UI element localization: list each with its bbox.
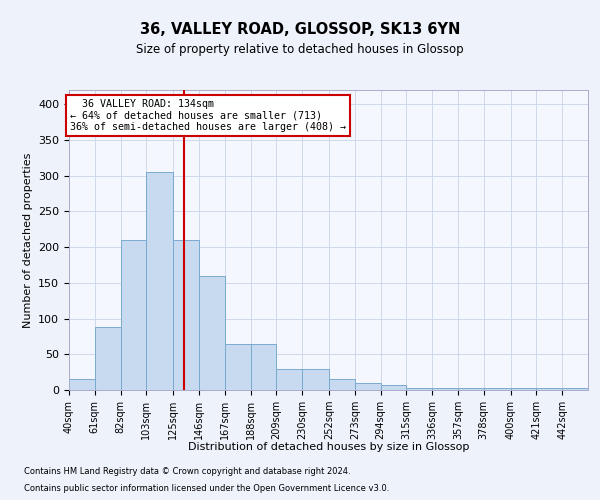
Bar	[562, 388, 588, 390]
Text: Contains public sector information licensed under the Open Government Licence v3: Contains public sector information licen…	[24, 484, 389, 493]
Bar	[484, 388, 511, 390]
Bar	[69, 380, 95, 390]
Bar	[225, 344, 251, 390]
Bar	[173, 240, 199, 390]
Bar	[355, 383, 380, 390]
Bar	[146, 172, 173, 390]
Bar	[432, 388, 458, 390]
Bar	[302, 368, 329, 390]
Text: Distribution of detached houses by size in Glossop: Distribution of detached houses by size …	[188, 442, 469, 452]
Y-axis label: Number of detached properties: Number of detached properties	[23, 152, 32, 328]
Bar	[458, 388, 484, 390]
Bar	[329, 380, 355, 390]
Bar	[536, 388, 562, 390]
Bar	[406, 388, 432, 390]
Bar	[380, 385, 406, 390]
Bar	[511, 388, 536, 390]
Text: 36 VALLEY ROAD: 134sqm
← 64% of detached houses are smaller (713)
36% of semi-de: 36 VALLEY ROAD: 134sqm ← 64% of detached…	[70, 98, 346, 132]
Text: Size of property relative to detached houses in Glossop: Size of property relative to detached ho…	[136, 42, 464, 56]
Bar	[277, 368, 302, 390]
Bar	[251, 344, 277, 390]
Bar	[121, 240, 146, 390]
Bar	[199, 276, 225, 390]
Text: 36, VALLEY ROAD, GLOSSOP, SK13 6YN: 36, VALLEY ROAD, GLOSSOP, SK13 6YN	[140, 22, 460, 38]
Bar	[95, 327, 121, 390]
Text: Contains HM Land Registry data © Crown copyright and database right 2024.: Contains HM Land Registry data © Crown c…	[24, 468, 350, 476]
